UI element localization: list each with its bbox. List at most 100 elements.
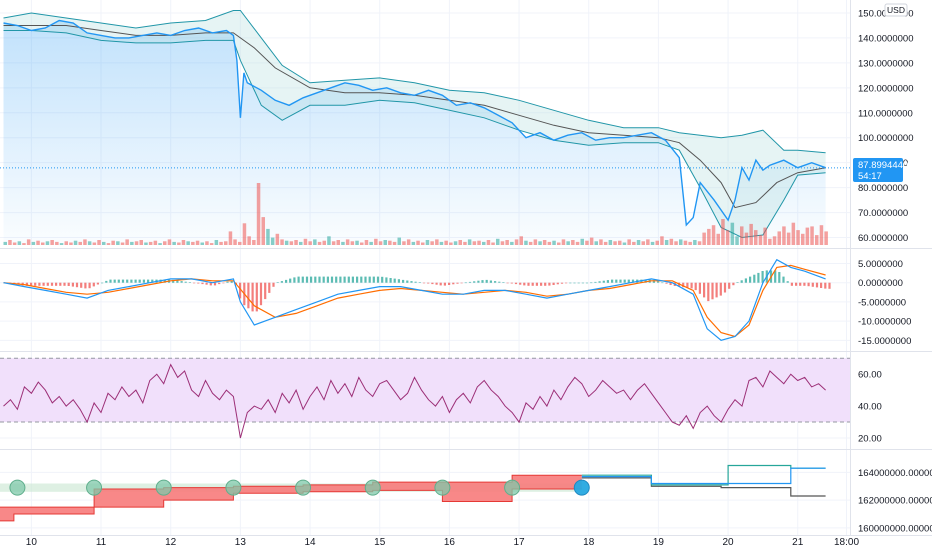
volume-bar [566,241,570,245]
ichimoku-panel[interactable] [0,464,826,522]
macd-histogram-bar [222,282,225,284]
volume-bar [345,239,350,245]
macd-histogram-bar [268,282,271,293]
macd-histogram-bar [548,282,551,286]
x-tick-label: 17 [513,537,525,548]
volume-bar [594,241,598,245]
volume-bar [266,228,270,245]
volume-bar [261,217,265,245]
volume-bar [12,242,17,245]
signal-marker [295,479,312,496]
volume-bar [26,239,31,245]
volume-bar [102,241,106,245]
volume-bar [322,240,326,245]
volume-bar [134,241,139,245]
macd-histogram-bar [230,280,233,283]
volume-bar [510,241,514,245]
volume-bar [500,241,505,245]
macd-histogram-bar [422,282,426,284]
volume-bar [674,241,678,245]
macd-histogram-bar [585,282,589,284]
volume-bar [17,241,22,245]
volume-bar [36,240,40,245]
macd-histogram-bar [105,280,108,283]
macd-histogram-bar [611,279,614,283]
macd-histogram-bar [172,279,175,283]
blue-line [581,467,826,485]
macd-histogram-bar [631,279,635,283]
macd-histogram-bar [34,282,37,286]
volume-bar [284,240,289,245]
price-axis[interactable]: 150.0000000140.0000000130.0000000120.000… [858,8,932,534]
volume-bar [711,225,716,245]
cloud-lower-edge [0,488,582,522]
bollinger-upper-line [3,10,826,154]
volume-bar [378,241,383,245]
macd-histogram-bar [485,279,488,283]
y-tick-label: 60.00 [858,370,882,381]
y-tick-label: 140.0000000 [858,33,913,44]
volume-bar [782,226,786,245]
macd-histogram-bar [774,270,777,283]
volume-bar [139,240,143,245]
price-badge-value: 87.8994440 [858,160,908,171]
volume-bar [41,242,45,245]
volume-bar [59,243,64,245]
macd-histogram-bar [464,282,467,284]
currency-label[interactable]: USD [884,3,908,17]
macd-histogram-bar [544,282,547,286]
volume-bar [83,239,87,245]
volume-bar [669,238,674,245]
macd-histogram-bar [343,276,346,283]
volume-bar [228,231,233,245]
y-tick-label: 80.0000000 [858,183,908,194]
macd-histogram-bar [71,282,74,287]
macd-histogram-bar [489,280,492,283]
volume-bar [660,236,664,245]
volume-bar [725,230,730,245]
time-axis[interactable]: 10 11 12 13 14 15 16 17 18 19 20 21 18:00 [26,537,860,548]
volume-bar [3,241,7,245]
macd-histogram-bar [811,282,814,287]
macd-histogram-bar [63,282,66,286]
volume-bar [552,240,556,245]
volume-bar [252,240,256,245]
volume-bar [655,240,659,245]
volume-bar [449,242,453,245]
macd-histogram-bar [410,281,413,283]
macd-histogram-bar [389,278,392,283]
macd-histogram-bar [506,282,509,284]
macd-histogram-bar [514,282,518,285]
macd-histogram-bar [55,282,58,286]
macd-histogram-bar [552,282,555,285]
price-panel[interactable] [0,10,850,246]
y-tick-label: 5.0000000 [858,259,903,270]
volume-bar [364,240,369,245]
volume-bar [542,240,547,245]
volume-bar [116,241,120,245]
volume-bar [92,242,97,245]
macd-panel[interactable] [3,258,831,341]
volume-bar [618,240,622,245]
macd-histogram-bar [556,282,559,285]
signal-marker [504,479,521,496]
macd-histogram-bar [209,282,212,286]
volume-bar [688,241,692,245]
volume-bar [158,243,162,245]
macd-histogram-bar [96,282,99,285]
rsi-panel[interactable] [0,357,850,439]
x-tick-label: 15 [374,537,386,548]
volume-bar [256,183,261,245]
volume-bar [148,241,153,245]
panel-separators[interactable] [0,0,932,536]
macd-histogram-bar [443,282,446,286]
macd-histogram-bar [84,282,87,289]
price-badge: 87.8994440 54:17 [853,158,908,182]
macd-histogram-bar [435,282,438,285]
y-tick-label: 130.0000000 [858,58,913,69]
macd-histogram-bar [138,279,141,283]
macd-histogram-bar [778,272,781,283]
macd-histogram-bar [360,276,363,283]
macd-histogram-bar [193,282,196,284]
